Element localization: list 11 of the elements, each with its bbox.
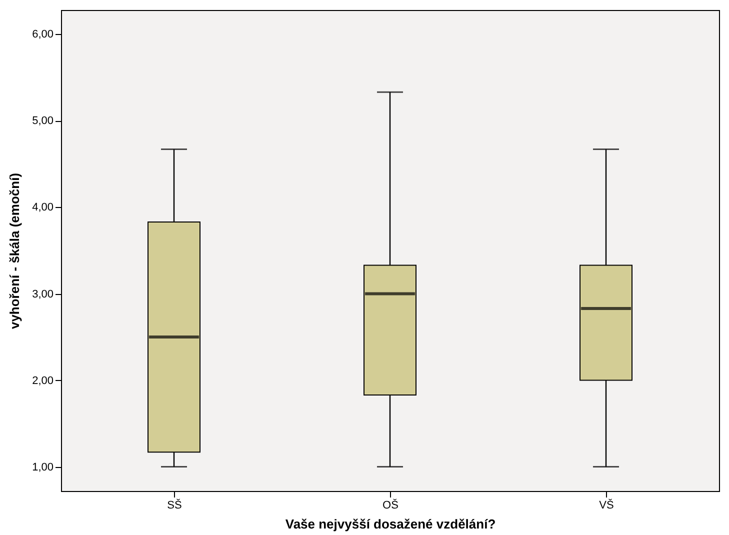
- x-axis-title: Vaše nejvyšší dosažené vzdělání?: [285, 516, 496, 532]
- y-tick-label: 3,00: [32, 288, 54, 300]
- x-tick-label: SŠ: [167, 498, 182, 512]
- y-axis-title: vyhoření - škála (emoční): [7, 172, 22, 330]
- x-tick-label: VŠ: [599, 498, 614, 512]
- y-tick-label: 1,00: [32, 461, 54, 474]
- x-tick-label: OŠ: [382, 498, 398, 512]
- y-tick-label: 5,00: [32, 115, 54, 128]
- y-tick-label: 2,00: [32, 374, 54, 387]
- y-tick-label: 6,00: [32, 28, 54, 41]
- y-tick-label: 4,00: [32, 202, 54, 214]
